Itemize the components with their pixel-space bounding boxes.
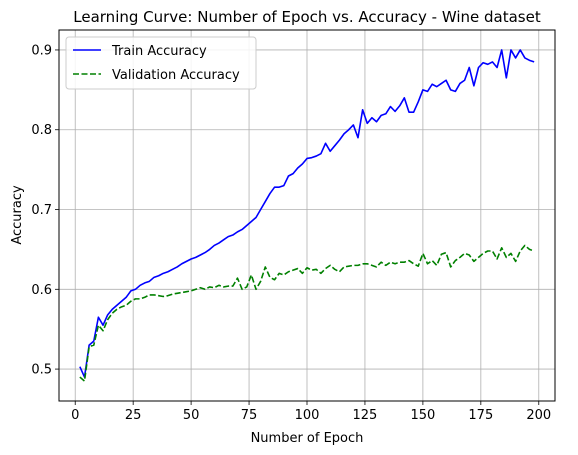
x-axis-ticks: 0 25 50 75 100 125 150 175 200 [71, 401, 551, 423]
x-tick-label: 50 [183, 408, 200, 423]
train-accuracy-line [79, 49, 535, 378]
x-axis-label: Number of Epoch [251, 431, 364, 446]
x-tick-label: 25 [125, 408, 142, 423]
legend-label-validation: Validation Accuracy [112, 68, 240, 83]
y-axis-label: Accuracy [10, 185, 25, 245]
x-tick-label: 75 [241, 408, 258, 423]
y-axis-ticks: 0.5 0.6 0.7 0.8 0.9 [31, 43, 59, 378]
series-layer [79, 49, 535, 382]
x-tick-label: 150 [410, 408, 435, 423]
x-tick-label: 0 [71, 408, 79, 423]
x-tick-label: 100 [295, 408, 320, 423]
y-tick-label: 0.9 [31, 43, 52, 58]
y-tick-label: 0.5 [31, 363, 52, 378]
y-tick-label: 0.7 [31, 203, 52, 218]
legend-label-train: Train Accuracy [111, 44, 207, 59]
y-tick-label: 0.6 [31, 283, 52, 298]
grid-lines [59, 30, 555, 401]
validation-accuracy-line [79, 244, 535, 382]
x-tick-label: 175 [468, 408, 493, 423]
legend: Train Accuracy Validation Accuracy [65, 36, 257, 90]
legend-box [65, 36, 257, 90]
chart-title: Learning Curve: Number of Epoch vs. Accu… [73, 8, 541, 26]
x-tick-label: 200 [526, 408, 551, 423]
y-tick-label: 0.8 [31, 123, 52, 138]
x-tick-label: 125 [353, 408, 378, 423]
